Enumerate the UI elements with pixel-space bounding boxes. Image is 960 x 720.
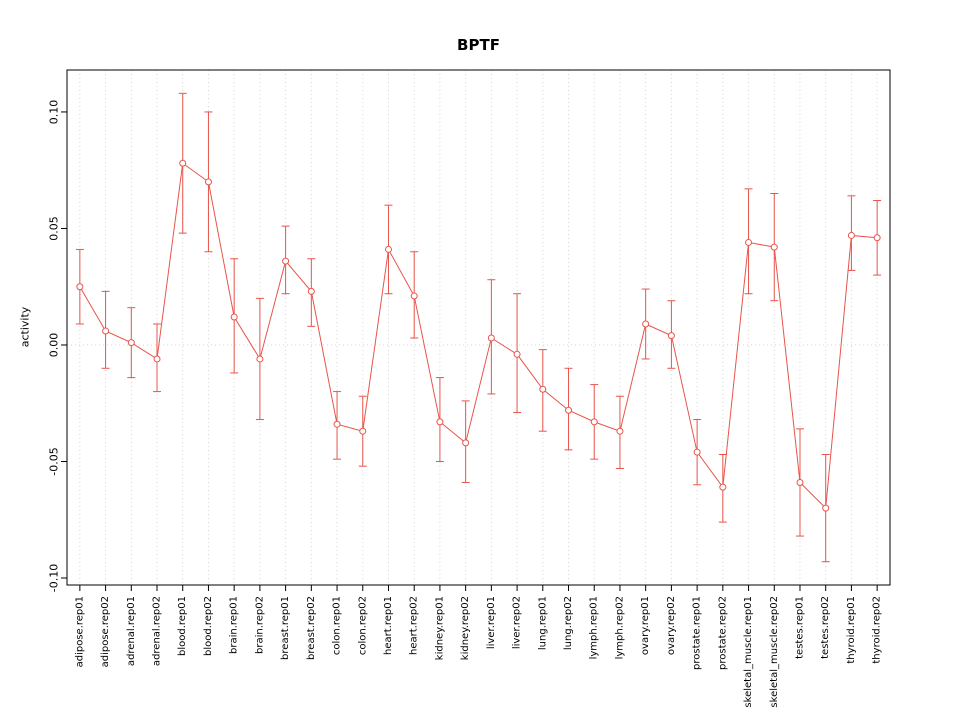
data-point: [822, 504, 830, 512]
y-tick-label: 0.00: [48, 333, 61, 358]
x-tick-label: heart.rep02: [409, 596, 420, 655]
x-tick-label: thyroid.rep01: [846, 596, 857, 664]
x-tick-label: kidney.rep02: [460, 596, 471, 660]
data-point: [153, 355, 161, 363]
x-tick-label: heart.rep01: [383, 596, 394, 655]
data-point: [307, 287, 315, 295]
x-tick-label: blood.rep01: [177, 596, 188, 656]
x-tick-label: adrenal.rep01: [126, 596, 137, 666]
data-point: [565, 406, 573, 414]
x-tick-label: ovary.rep01: [640, 596, 651, 655]
x-tick-label: colon.rep01: [332, 596, 343, 655]
plot-border: [66, 69, 891, 586]
x-tick-label: liver.rep02: [512, 596, 523, 649]
data-point: [102, 327, 110, 335]
y-tick-label: -0.10: [48, 564, 61, 592]
x-tick-label: brain.rep02: [254, 596, 265, 654]
x-tick-label: liver.rep01: [486, 596, 497, 649]
data-point: [230, 313, 238, 321]
x-tick-label: prostate.rep01: [692, 596, 703, 670]
data-point: [796, 478, 804, 486]
data-point: [847, 231, 855, 239]
x-tick-label: adipose.rep02: [100, 596, 111, 667]
x-tick-label: colon.rep02: [357, 596, 368, 655]
x-tick-label: thyroid.rep02: [872, 596, 883, 664]
data-point: [590, 418, 598, 426]
x-tick-label: breast.rep01: [280, 596, 291, 660]
x-tick-label: ovary.rep02: [666, 596, 677, 655]
data-point: [719, 483, 727, 491]
data-point: [487, 334, 495, 342]
x-tick-label: adrenal.rep02: [152, 596, 163, 666]
chart-title: BPTF: [457, 36, 500, 54]
data-point: [359, 427, 367, 435]
data-point: [616, 427, 624, 435]
x-tick-label: prostate.rep02: [717, 596, 728, 670]
data-point: [384, 245, 392, 253]
data-point: [667, 332, 675, 340]
data-point: [693, 448, 701, 456]
data-point: [282, 257, 290, 265]
x-tick-label: testes.rep01: [794, 596, 805, 659]
data-point: [513, 350, 521, 358]
data-point: [204, 178, 212, 186]
x-tick-label: brain.rep01: [229, 596, 240, 654]
x-tick-label: testes.rep02: [820, 596, 831, 659]
data-point: [873, 234, 881, 242]
x-tick-label: breast.rep02: [306, 596, 317, 660]
x-tick-label: lung.rep02: [563, 596, 574, 650]
x-tick-label: skeletal_muscle.rep02: [769, 596, 780, 708]
y-tick-label: 0.10: [48, 100, 61, 125]
x-tick-label: kidney.rep01: [434, 596, 445, 660]
x-tick-label: lymph.rep02: [614, 596, 625, 659]
data-point: [436, 418, 444, 426]
data-point: [770, 243, 778, 251]
series-line: [79, 162, 878, 510]
data-point: [127, 339, 135, 347]
x-tick-label: lung.rep01: [537, 596, 548, 650]
x-tick-label: adipose.rep01: [74, 596, 85, 667]
x-tick-label: skeletal_muscle.rep01: [743, 596, 754, 708]
data-point: [410, 292, 418, 300]
data-point: [462, 439, 470, 447]
data-point: [642, 320, 650, 328]
x-tick-label: blood.rep02: [203, 596, 214, 656]
x-tick-label: lymph.rep01: [589, 596, 600, 659]
data-point: [256, 355, 264, 363]
data-point: [745, 238, 753, 246]
data-point: [179, 159, 187, 167]
y-tick-label: 0.05: [48, 216, 61, 241]
data-point: [539, 385, 547, 393]
data-point: [333, 420, 341, 428]
y-tick-label: -0.05: [48, 447, 61, 475]
data-point: [76, 283, 84, 291]
